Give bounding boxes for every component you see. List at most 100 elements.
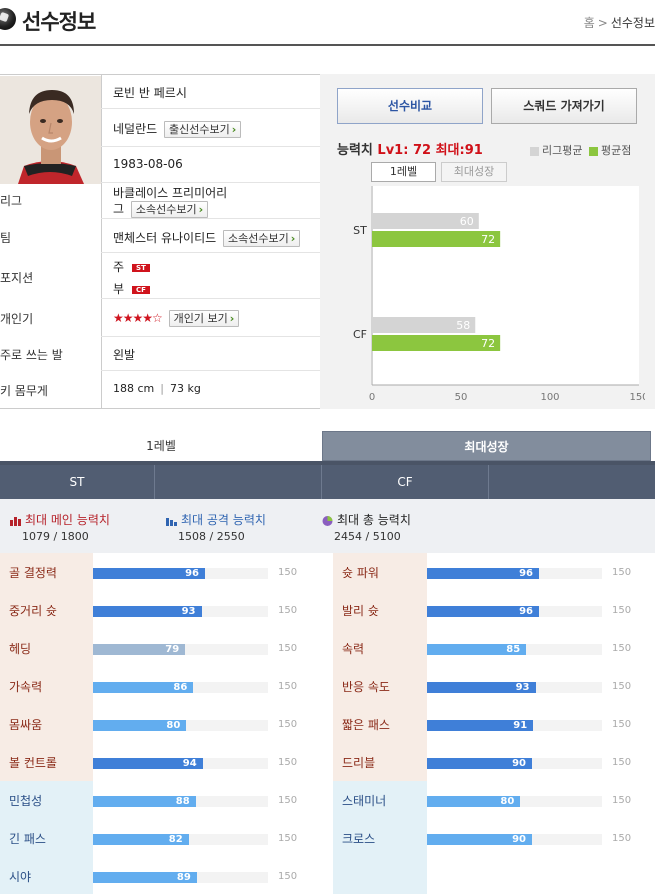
nationality-row: 네덜란드 출신선수보기 › [113,120,242,138]
summary-attack-title: 최대 공격 능력치 [181,513,266,527]
stat-max-label: 150 [278,605,298,616]
stat-label: 드리블 [342,756,376,770]
nationality-players-button[interactable]: 출신선수보기 › [164,121,242,138]
stat-label-cell [0,743,93,781]
stat-label-cell [0,705,93,743]
stat-max-label: 150 [612,681,632,692]
profile-bottom-border [0,408,320,409]
skill-view-label: 개인기 보기 [173,312,228,325]
legend-league-label: 리그평균 [542,144,583,157]
stat-value: 80 [166,720,181,731]
row-divider [101,370,320,371]
stat-bar-fill: 96 [427,568,539,579]
stat-max-label: 150 [612,757,632,768]
tab-underline [0,461,655,465]
stat-bar-fill: 90 [427,834,532,845]
row-divider [101,108,320,109]
foot-label: 주로 쓰는 발 [0,348,63,362]
stat-value: 85 [506,644,521,655]
nationality-value: 네덜란드 [113,122,158,136]
tab-max-growth[interactable]: 최대성장 [322,431,651,461]
summary-main: 최대 메인 능력치 [10,511,110,528]
stat-bar-fill: 79 [93,644,186,655]
legend-swatch-league [530,146,539,156]
stat-label: 헤딩 [9,642,32,656]
row-divider [101,252,320,253]
stat-bar-fill: 88 [93,796,196,807]
row-divider [101,336,320,337]
stat-label-cell [0,667,93,705]
summary-attack: 최대 공격 능력치 [166,511,266,528]
bar-chart-icon [10,516,21,526]
star-rating-icon: ★★★★☆ [113,311,163,325]
stat-value: 80 [500,796,515,807]
stat-bar-track: 90 [427,834,602,845]
summary-total-value: 2454 / 5100 [334,530,401,543]
breadcrumb-current: 선수정보 [610,16,655,30]
stat-bar-fill: 89 [93,872,197,883]
ability-max: 최대:91 [435,143,483,158]
profile-divider [101,74,102,408]
take-squad-button[interactable]: 스쿼드 가져가기 [491,88,637,124]
stat-value: 86 [173,682,188,693]
skill-view-button[interactable]: 개인기 보기 › [168,310,240,327]
stat-label-cell [333,553,427,591]
stat-label: 슛 파워 [342,566,379,580]
stat-bar-fill: 90 [427,758,532,769]
stat-label-cell [333,629,427,667]
league-players-button[interactable]: 소속선수보기 › [130,201,209,218]
row-divider [101,182,320,183]
position-tab-st[interactable]: ST [0,465,155,499]
page-title: 선수정보 [22,10,96,34]
position-header: ST CF [0,465,655,499]
stat-label: 반응 속도 [342,680,390,694]
stat-bar-fill: 96 [93,568,205,579]
stat-bar-fill: 82 [93,834,189,845]
weight-value: 73 kg [169,382,201,395]
stat-value: 91 [513,720,528,731]
nationality-players-label: 출신선수보기 [169,123,230,136]
position-main-badge: ST [132,263,150,272]
chevron-right-icon: › [231,123,237,136]
compare-player-button[interactable]: 선수비교 [337,88,483,124]
stat-label: 가속력 [9,680,43,694]
stat-label-cell [333,819,427,857]
stat-label-cell [0,629,93,667]
position-tab-empty [489,465,655,499]
team-value: 맨체스터 유나이티드 [113,231,217,245]
chart-tab-max-growth[interactable]: 최대성장 [441,162,507,182]
stat-max-label: 150 [278,795,298,806]
breadcrumb-home-link[interactable]: 홈 [583,16,595,30]
profile-top-border [0,74,320,75]
stat-bar-track: 86 [93,682,268,693]
breadcrumb: 홈 > 선수정보 [584,14,655,31]
pie-chart-icon [322,515,333,526]
position-tab-cf[interactable]: CF [322,465,489,499]
bar-st-1 [372,231,501,247]
bar-value-label: 58 [456,319,470,332]
bar-cf-1 [372,335,501,351]
stat-value: 90 [512,834,526,845]
stat-label: 골 결정력 [9,566,57,580]
stat-bar-track: 91 [427,720,602,731]
soccer-ball-icon [0,8,16,30]
stat-value: 94 [182,758,197,769]
x-tick-label: 150 [629,392,645,403]
body-label: 키 몸무게 [0,384,48,398]
birth-date: 1983-08-06 [113,157,183,171]
chart-tab-level1[interactable]: 1레벨 [371,162,436,182]
ability-summary: 능력치 Lv1: 72 최대:91 [337,139,483,158]
stat-value: 96 [185,568,199,579]
position-sub-label: 부 [113,282,125,296]
row-divider [101,298,320,299]
team-players-button[interactable]: 소속선수보기 › [223,230,301,247]
stat-bar-fill: 94 [93,758,203,769]
legend-swatch-avg [588,146,598,156]
tab-level1[interactable]: 1레벨 [146,439,176,453]
stat-value: 90 [512,758,526,769]
stat-bar-track: 90 [427,758,602,769]
position-main-row: 주 ST [113,258,150,275]
stat-bar-track: 88 [93,796,268,807]
stat-max-label: 150 [278,681,298,692]
row-divider [101,218,320,219]
